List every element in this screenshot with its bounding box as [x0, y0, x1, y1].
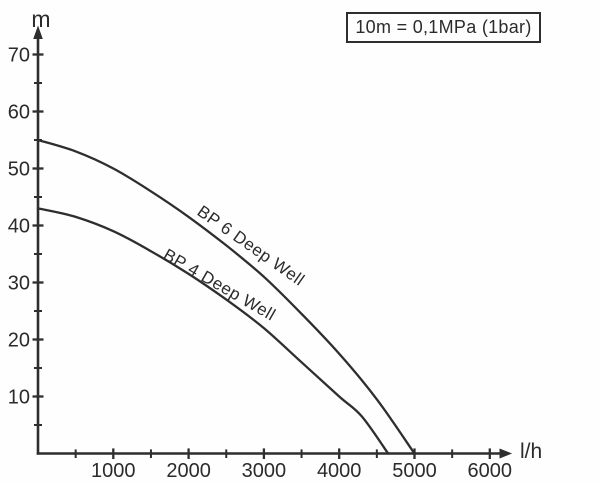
x-tick-label: 3000 [242, 460, 287, 482]
y-tick-label: 50 [8, 159, 30, 181]
x-tick-label: 5000 [392, 460, 437, 482]
y-tick-label: 60 [8, 102, 30, 124]
curve-bp-4-deep-well [36, 207, 390, 455]
x-axis-arrow-icon [499, 448, 512, 459]
x-axis-unit-label: l/h [520, 440, 543, 463]
y-tick-label: 30 [8, 273, 30, 295]
y-axis-unit-label: m [31, 6, 51, 32]
x-tick-label: 2000 [166, 460, 211, 482]
x-tick-label: 4000 [317, 460, 362, 482]
y-axis-arrow-icon [33, 25, 43, 39]
y-tick-label: 70 [8, 45, 30, 67]
x-tick-label: 6000 [468, 460, 513, 482]
curve-bp-6-deep-well [36, 138, 416, 455]
y-tick-label: 40 [8, 216, 30, 238]
pressure-conversion-note: 10m = 0,1MPa (1bar) [346, 12, 541, 43]
y-tick-label: 20 [8, 330, 30, 352]
y-tick-label: 10 [8, 387, 30, 409]
x-tick-label: 1000 [91, 460, 136, 482]
